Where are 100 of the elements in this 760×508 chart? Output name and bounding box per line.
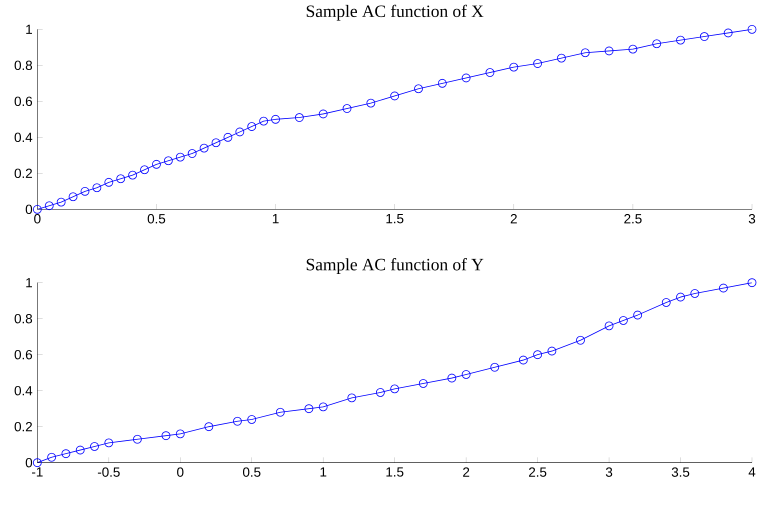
y-tick-label: 0.2 — [14, 168, 32, 178]
point — [486, 68, 494, 77]
point — [162, 431, 170, 440]
point — [318, 402, 328, 412]
point — [676, 292, 685, 302]
point — [140, 165, 149, 174]
x-tick-label: 3 — [748, 214, 756, 224]
point — [204, 422, 214, 432]
point — [557, 54, 566, 63]
point — [748, 24, 756, 34]
point — [318, 110, 328, 118]
x-tick-label: 1 — [272, 214, 279, 224]
point — [259, 116, 268, 126]
point — [176, 152, 185, 162]
x-tick-label: 1.5 — [386, 467, 404, 477]
point — [390, 92, 400, 100]
x-tick-label: 3.5 — [672, 467, 690, 477]
point — [628, 44, 638, 54]
x-tick-label: 2.5 — [529, 467, 546, 477]
point — [518, 356, 528, 364]
point — [633, 310, 642, 320]
point — [200, 144, 208, 153]
point — [547, 346, 556, 356]
point — [62, 449, 70, 458]
x-tick-label: 2.5 — [624, 214, 642, 224]
y-tick-label: 1 — [26, 24, 32, 34]
point — [32, 204, 42, 214]
point — [533, 59, 542, 68]
point — [176, 429, 185, 438]
point — [247, 415, 256, 424]
point — [68, 192, 78, 202]
point — [390, 384, 400, 394]
point — [76, 446, 85, 454]
y-tick-label: 0 — [26, 458, 32, 468]
point — [618, 316, 628, 325]
point — [604, 321, 614, 330]
y-tick-label: 0.8 — [14, 60, 32, 70]
point — [92, 183, 102, 192]
point — [376, 388, 385, 397]
point — [304, 404, 314, 414]
point — [247, 122, 256, 131]
x-tick-label: 2 — [510, 214, 517, 224]
point — [276, 408, 285, 417]
point — [342, 104, 352, 113]
point — [235, 128, 244, 136]
x-tick-label: 0.5 — [242, 467, 260, 477]
point — [271, 114, 280, 124]
point — [700, 32, 709, 41]
y-tick-label: 0.6 — [14, 96, 32, 106]
point — [604, 46, 614, 56]
point — [748, 278, 756, 288]
y-tick-label: 0.4 — [14, 386, 32, 396]
chart-title: Sample AC function of Y — [306, 258, 484, 274]
point — [533, 350, 542, 360]
x-tick-label: 0 — [177, 467, 184, 477]
point — [47, 452, 56, 462]
point — [576, 336, 585, 345]
point — [56, 198, 66, 207]
point — [32, 458, 42, 468]
point — [104, 178, 114, 187]
point — [152, 160, 161, 169]
y-tick-label: 0.2 — [14, 422, 32, 432]
point — [509, 62, 518, 72]
point — [294, 113, 304, 122]
point — [132, 434, 142, 444]
point — [188, 149, 197, 158]
point — [104, 438, 114, 448]
x-tick-label: 3 — [606, 467, 612, 477]
x-tick-label: -1 — [32, 467, 43, 477]
point — [690, 289, 700, 298]
point — [90, 442, 99, 451]
point — [366, 98, 376, 108]
x-tick-label: 2 — [463, 467, 470, 477]
y-tick-label: 0 — [26, 204, 32, 214]
point — [580, 48, 590, 58]
point — [414, 84, 423, 94]
point — [233, 416, 242, 426]
chart-title: Sample AC function of X — [306, 4, 484, 21]
point — [128, 170, 138, 180]
point — [490, 362, 500, 372]
point — [418, 379, 428, 388]
point — [652, 39, 662, 48]
y-tick-label: 0.8 — [14, 314, 32, 324]
x-tick-label: -0.5 — [98, 467, 120, 477]
point — [224, 132, 232, 142]
x-tick-label: 4 — [748, 467, 756, 477]
point — [347, 393, 356, 402]
point — [438, 78, 447, 88]
y-tick-label: 1 — [26, 278, 32, 288]
x-tick-label: 0 — [34, 214, 41, 224]
point — [462, 74, 471, 82]
x-tick-label: 0.5 — [148, 214, 166, 224]
point — [462, 370, 471, 379]
point — [719, 284, 728, 292]
point — [676, 36, 685, 45]
point — [212, 138, 220, 148]
point — [447, 374, 456, 382]
point — [80, 186, 90, 196]
y-tick-label: 0.6 — [14, 350, 32, 360]
point — [164, 156, 173, 166]
